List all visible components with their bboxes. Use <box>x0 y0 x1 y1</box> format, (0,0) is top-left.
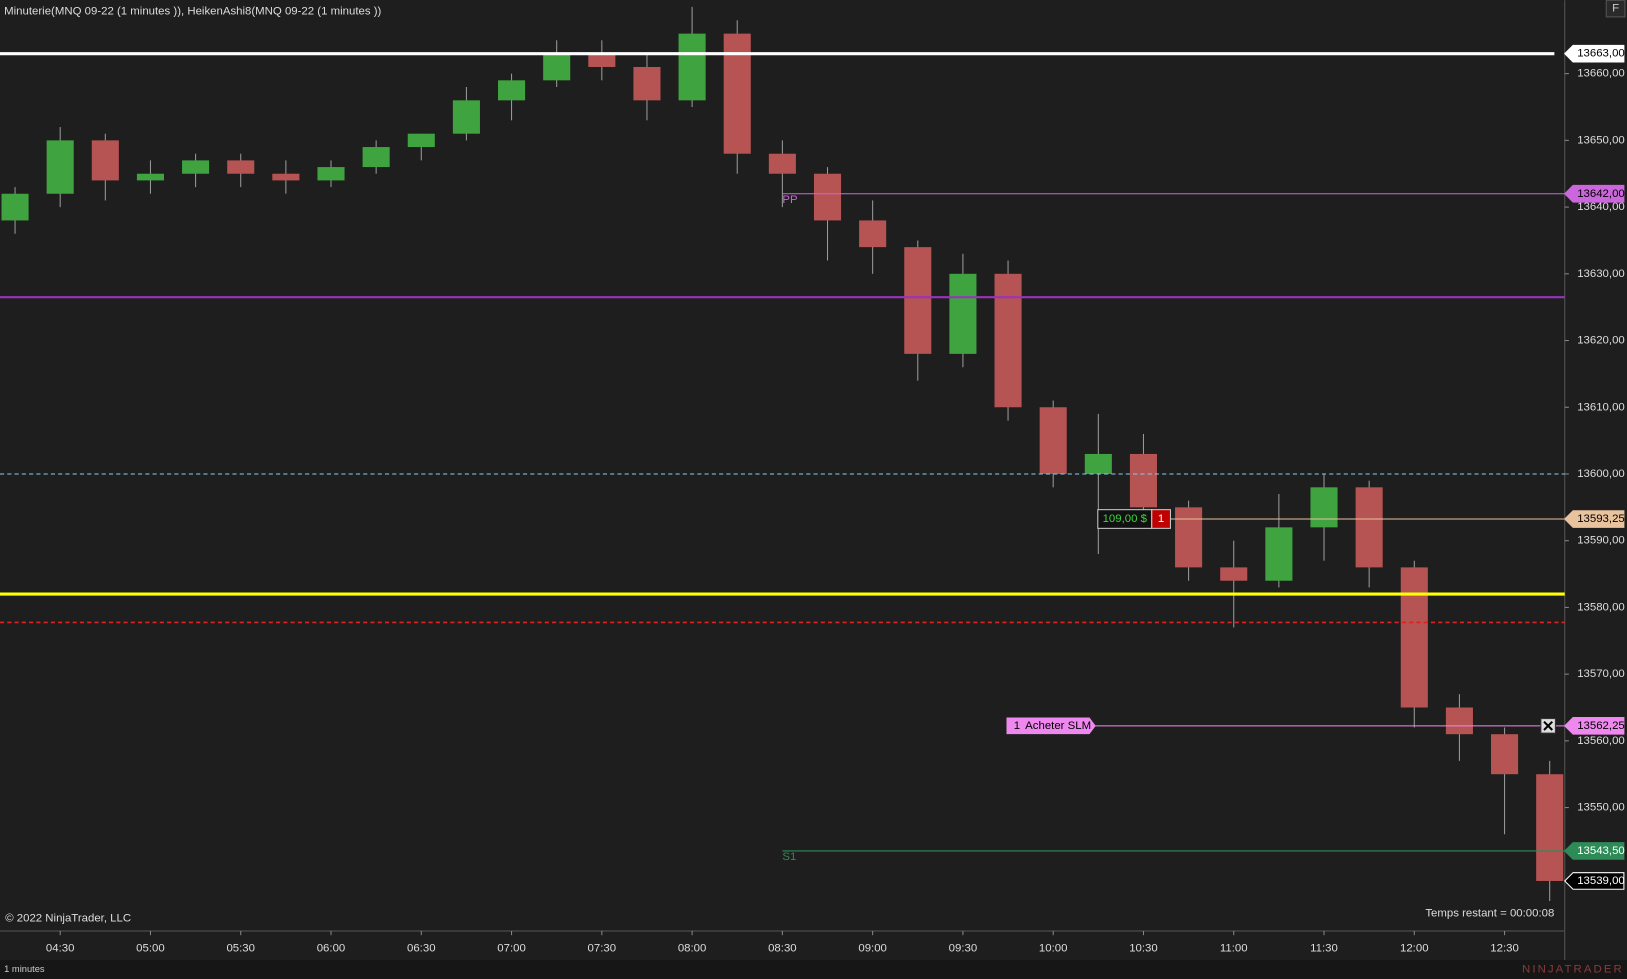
qty: 1 <box>1158 513 1164 525</box>
candle-body <box>949 273 977 354</box>
candle-body <box>136 173 164 181</box>
candle-body <box>1400 567 1428 708</box>
x-tick-label: 12:00 <box>1400 943 1429 955</box>
x-tick-label: 05:30 <box>226 943 255 955</box>
x-tick-label: 08:30 <box>768 943 797 955</box>
candle-body <box>46 140 74 194</box>
price-flag-label: 13642,00 <box>1577 188 1625 200</box>
candle-body <box>1310 487 1338 528</box>
candle-body <box>768 153 796 174</box>
price-flag-label: 13539,00 <box>1577 875 1625 887</box>
x-tick-label: 09:00 <box>858 943 887 955</box>
candle-body <box>1129 453 1158 508</box>
candle-body <box>588 53 616 67</box>
y-tick-label: 13640,00 <box>1577 201 1625 213</box>
order-qty[interactable]: 1 <box>1014 720 1020 732</box>
candle-body <box>723 33 751 154</box>
y-tick-label: 13590,00 <box>1577 535 1625 547</box>
price-flag <box>1564 510 1625 528</box>
x-tick-label: 07:00 <box>497 943 526 955</box>
level-name: PP <box>782 194 797 206</box>
candle-body <box>91 140 119 181</box>
price-flag <box>1564 842 1625 860</box>
candle-body <box>452 100 480 134</box>
y-tick-label: 13630,00 <box>1577 268 1625 280</box>
x-tick-label: 11:00 <box>1220 943 1248 955</box>
x-tick-label: 08:00 <box>678 943 707 955</box>
candle-body <box>678 33 706 101</box>
order-label[interactable]: Acheter SLM <box>1025 720 1091 732</box>
candle-body <box>543 53 571 81</box>
period: 1 minutes <box>4 964 45 974</box>
x-tick-label: 04:30 <box>46 943 75 955</box>
candle-body <box>1445 707 1473 735</box>
candle-body <box>362 147 390 168</box>
x-tick-label: 05:00 <box>136 943 165 955</box>
y-tick-label: 13650,00 <box>1577 134 1625 146</box>
y-tick-label: 13570,00 <box>1577 668 1625 680</box>
y-tick-label: 13660,00 <box>1577 68 1625 80</box>
candle-body <box>1 193 29 221</box>
candle-body <box>994 273 1022 408</box>
qty-box <box>1151 509 1171 529</box>
price-flag <box>1564 184 1625 203</box>
x-tick-label: 06:30 <box>407 943 436 955</box>
timer: Temps restant = 00:00:08 <box>1425 907 1554 919</box>
candle-body <box>1491 734 1519 775</box>
x-tick-label: 09:30 <box>949 943 978 955</box>
candle-body <box>1175 507 1203 568</box>
candle-body <box>182 160 210 174</box>
candle-body <box>1536 774 1564 881</box>
x-tick-label: 11:30 <box>1310 943 1338 955</box>
candle-body <box>1084 453 1112 474</box>
chart-title: Minuterie(MNQ 09-22 (1 minutes )), Heike… <box>4 6 381 18</box>
brand: NINJATRADER <box>1522 963 1624 975</box>
x-tick-label: 10:00 <box>1039 943 1068 955</box>
order-flag[interactable] <box>1006 717 1096 735</box>
y-tick-label: 13550,00 <box>1577 802 1625 814</box>
candle-body <box>904 247 932 354</box>
price-flag <box>1564 872 1625 890</box>
candle-body <box>407 133 435 148</box>
candle-body <box>1265 527 1293 581</box>
candle-body <box>1039 407 1067 474</box>
candle-body <box>1355 487 1383 568</box>
level-name: S1 <box>782 851 796 863</box>
price-flag-label: 13543,50 <box>1577 845 1625 857</box>
pnl: 109,00 $ <box>1103 513 1148 525</box>
price-flag <box>1564 717 1625 735</box>
y-tick-label: 13620,00 <box>1577 335 1625 347</box>
f-button[interactable] <box>1605 0 1626 18</box>
status-bar <box>0 960 1627 979</box>
order-cancel-x[interactable] <box>1543 720 1554 731</box>
x-tick-label: 10:30 <box>1129 943 1158 955</box>
y-tick-label: 13580,00 <box>1577 601 1625 613</box>
x-tick-label: 07:30 <box>588 943 617 955</box>
x-tick-label: 06:00 <box>317 943 346 955</box>
candle-body <box>633 66 661 101</box>
candle-body <box>498 80 526 101</box>
candle-body <box>813 173 842 221</box>
candle-body <box>272 173 300 181</box>
x-tick-label: 12:30 <box>1490 943 1519 955</box>
candle-body <box>859 220 887 248</box>
f-button-label[interactable]: F <box>1612 3 1619 15</box>
candle-body <box>1220 567 1248 581</box>
y-tick-label: 13560,00 <box>1577 735 1625 747</box>
copyright: © 2022 NinjaTrader, LLC <box>5 913 131 925</box>
candle-body <box>227 160 255 174</box>
y-tick-label: 13610,00 <box>1577 401 1625 413</box>
y-tick-label: 13600,00 <box>1577 468 1625 480</box>
candle-body <box>317 167 345 181</box>
price-flag-label: 13593,25 <box>1577 513 1625 525</box>
price-flag-label: 13562,25 <box>1577 720 1625 732</box>
price-flag <box>1564 44 1625 63</box>
price-flag-label: 13663,00 <box>1577 48 1625 60</box>
